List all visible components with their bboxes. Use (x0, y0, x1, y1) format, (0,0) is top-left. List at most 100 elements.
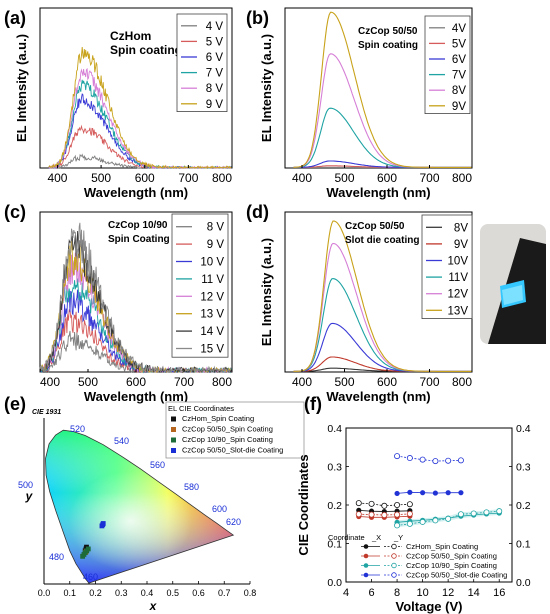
x-tick-label: 800 (452, 375, 472, 389)
x-tick-label: 8 (394, 587, 400, 599)
point-cie-y-2 (470, 510, 477, 517)
x-tick-label: 700 (419, 375, 439, 389)
cie-point-2 (85, 546, 91, 552)
point-cie-y-2 (483, 509, 490, 516)
annotation-text: CzCop 50/50 (345, 221, 405, 232)
legend-label: 8V (454, 222, 468, 234)
point-cie-y-3 (394, 453, 401, 460)
cie-point-3 (100, 521, 106, 526)
legend-marker-x (363, 572, 369, 578)
x-tick-label: 400 (47, 171, 67, 185)
x-tick-label: 14 (468, 587, 480, 599)
legend-label: 12 V (200, 291, 224, 303)
y-axis-label: EL Intensity (a.u.) (259, 34, 274, 142)
legend-label: 6V (452, 54, 466, 66)
legend-label: 14 V (200, 326, 224, 338)
series-line-5 (48, 46, 232, 170)
legend-label: 6 V (206, 52, 224, 64)
legend-label: 7 V (206, 68, 224, 80)
point-cie-y-0 (381, 502, 388, 509)
point-cie-y-2 (394, 522, 401, 529)
legend-box (176, 13, 228, 112)
series-line-5 (293, 220, 472, 372)
legend-swatch (171, 416, 176, 422)
y-axis-label: EL Intensity (a.u.) (14, 34, 29, 142)
legend-box (171, 213, 229, 358)
point-cie-y-3 (457, 457, 464, 464)
x-tick-label: 600 (377, 375, 397, 389)
legend-label: 10 V (200, 257, 224, 269)
x-axis-label: Wavelength (nm) (84, 185, 188, 200)
y-tick-label-right: 0.2 (516, 500, 531, 512)
annotation-text: Spin coating (358, 40, 418, 51)
x-tick-label: 600 (126, 375, 146, 389)
point-cie-y-2 (406, 520, 413, 527)
x-axis-label: Wavelength (nm) (326, 389, 430, 404)
spectral-locus (45, 429, 235, 584)
legend: 8 V 9 V 10 V 11 V 12 V 13 V 14 V 15 V (171, 213, 229, 358)
locus-label: 520 (70, 424, 85, 434)
legend: 4 V 5 V 6 V 7 V 8 V 9 V (176, 13, 228, 112)
y-tick-label: 0.4 (327, 423, 342, 435)
x-tick-label: 400 (292, 375, 312, 389)
series-line-1 (293, 356, 472, 372)
point-cie-y-2 (457, 511, 464, 518)
legend-label: 11 V (201, 274, 224, 286)
point-cie-x-3 (407, 489, 413, 495)
legend-label: 4 V (206, 21, 224, 33)
x-tick-label: 0.7 (218, 588, 231, 598)
x-tick-label: 800 (452, 171, 472, 185)
x-axis-label: Wavelength (nm) (326, 185, 430, 200)
legend: 4V 5V 6V 7V 8V 9V (424, 15, 471, 114)
point-cie-y-0 (406, 501, 413, 508)
point-cie-y-3 (445, 457, 452, 464)
point-cie-y-3 (406, 455, 413, 462)
point-cie-y-1 (406, 510, 413, 517)
x-tick-label: 0.6 (192, 588, 205, 598)
cie-panel: 0.0 0.1 0.2 0.3 0.4 0.5 0.6 0.7 0.8 x y CIE 1931 (e)… (4, 394, 305, 613)
x-tick-label: 0.8 (244, 588, 257, 598)
legend-label: 9V (454, 239, 468, 251)
legend-label: 4V (452, 23, 466, 35)
x-tick-label: 500 (334, 375, 354, 389)
plot-frame (284, 7, 473, 169)
legend-label: 10V (448, 256, 469, 268)
x-tick-label: 800 (212, 375, 232, 389)
panel-label: (c) (4, 202, 26, 222)
y-axis-label: CIE Coordinates (296, 454, 311, 555)
y-axis-label: y (25, 489, 34, 503)
legend-header: _Y (393, 533, 403, 542)
point-cie-y-0 (394, 501, 401, 508)
legend-swatch (171, 437, 176, 443)
point-cie-x-3 (432, 490, 438, 496)
y-tick-label-right: 0.1 (516, 539, 531, 551)
x-axis-label: x (149, 599, 158, 613)
y-tick-label-right: 0.3 (516, 462, 531, 474)
legend-marker-y (391, 562, 397, 569)
point-cie-y-1 (381, 512, 388, 519)
point-cie-y-2 (432, 517, 439, 524)
y-tick-label: 0.0 (327, 577, 342, 589)
point-cie-y-0 (368, 500, 375, 507)
x-tick-label: 10 (416, 587, 428, 599)
point-cie-x-3 (445, 490, 451, 496)
point-cie-y-2 (419, 518, 426, 525)
spectrum-panel-c: 400 500 600 700 800 Wavelength (nm) (c) CzCop 1… (4, 202, 233, 404)
panel-label: (f) (304, 394, 322, 414)
x-tick-label: 700 (174, 375, 194, 389)
legend: 8V 9V 10V 11V 12V 13V (421, 214, 473, 319)
legend-marker-y (391, 543, 397, 550)
locus-label: 620 (226, 517, 241, 527)
legend-header: Coordinate (328, 533, 365, 542)
x-tick-label: 0.5 (166, 588, 179, 598)
x-tick-label: 500 (334, 171, 354, 185)
legend-marker-y (391, 572, 397, 578)
y-tick-label-right: 0.4 (516, 423, 531, 435)
point-cie-x-3 (420, 490, 426, 496)
legend-title: EL CIE Coordinates (168, 404, 234, 413)
series-line-5 (293, 11, 472, 168)
legend-label: 13 V (200, 309, 224, 321)
legend-box (424, 15, 471, 114)
panel-label: (e) (4, 394, 26, 414)
